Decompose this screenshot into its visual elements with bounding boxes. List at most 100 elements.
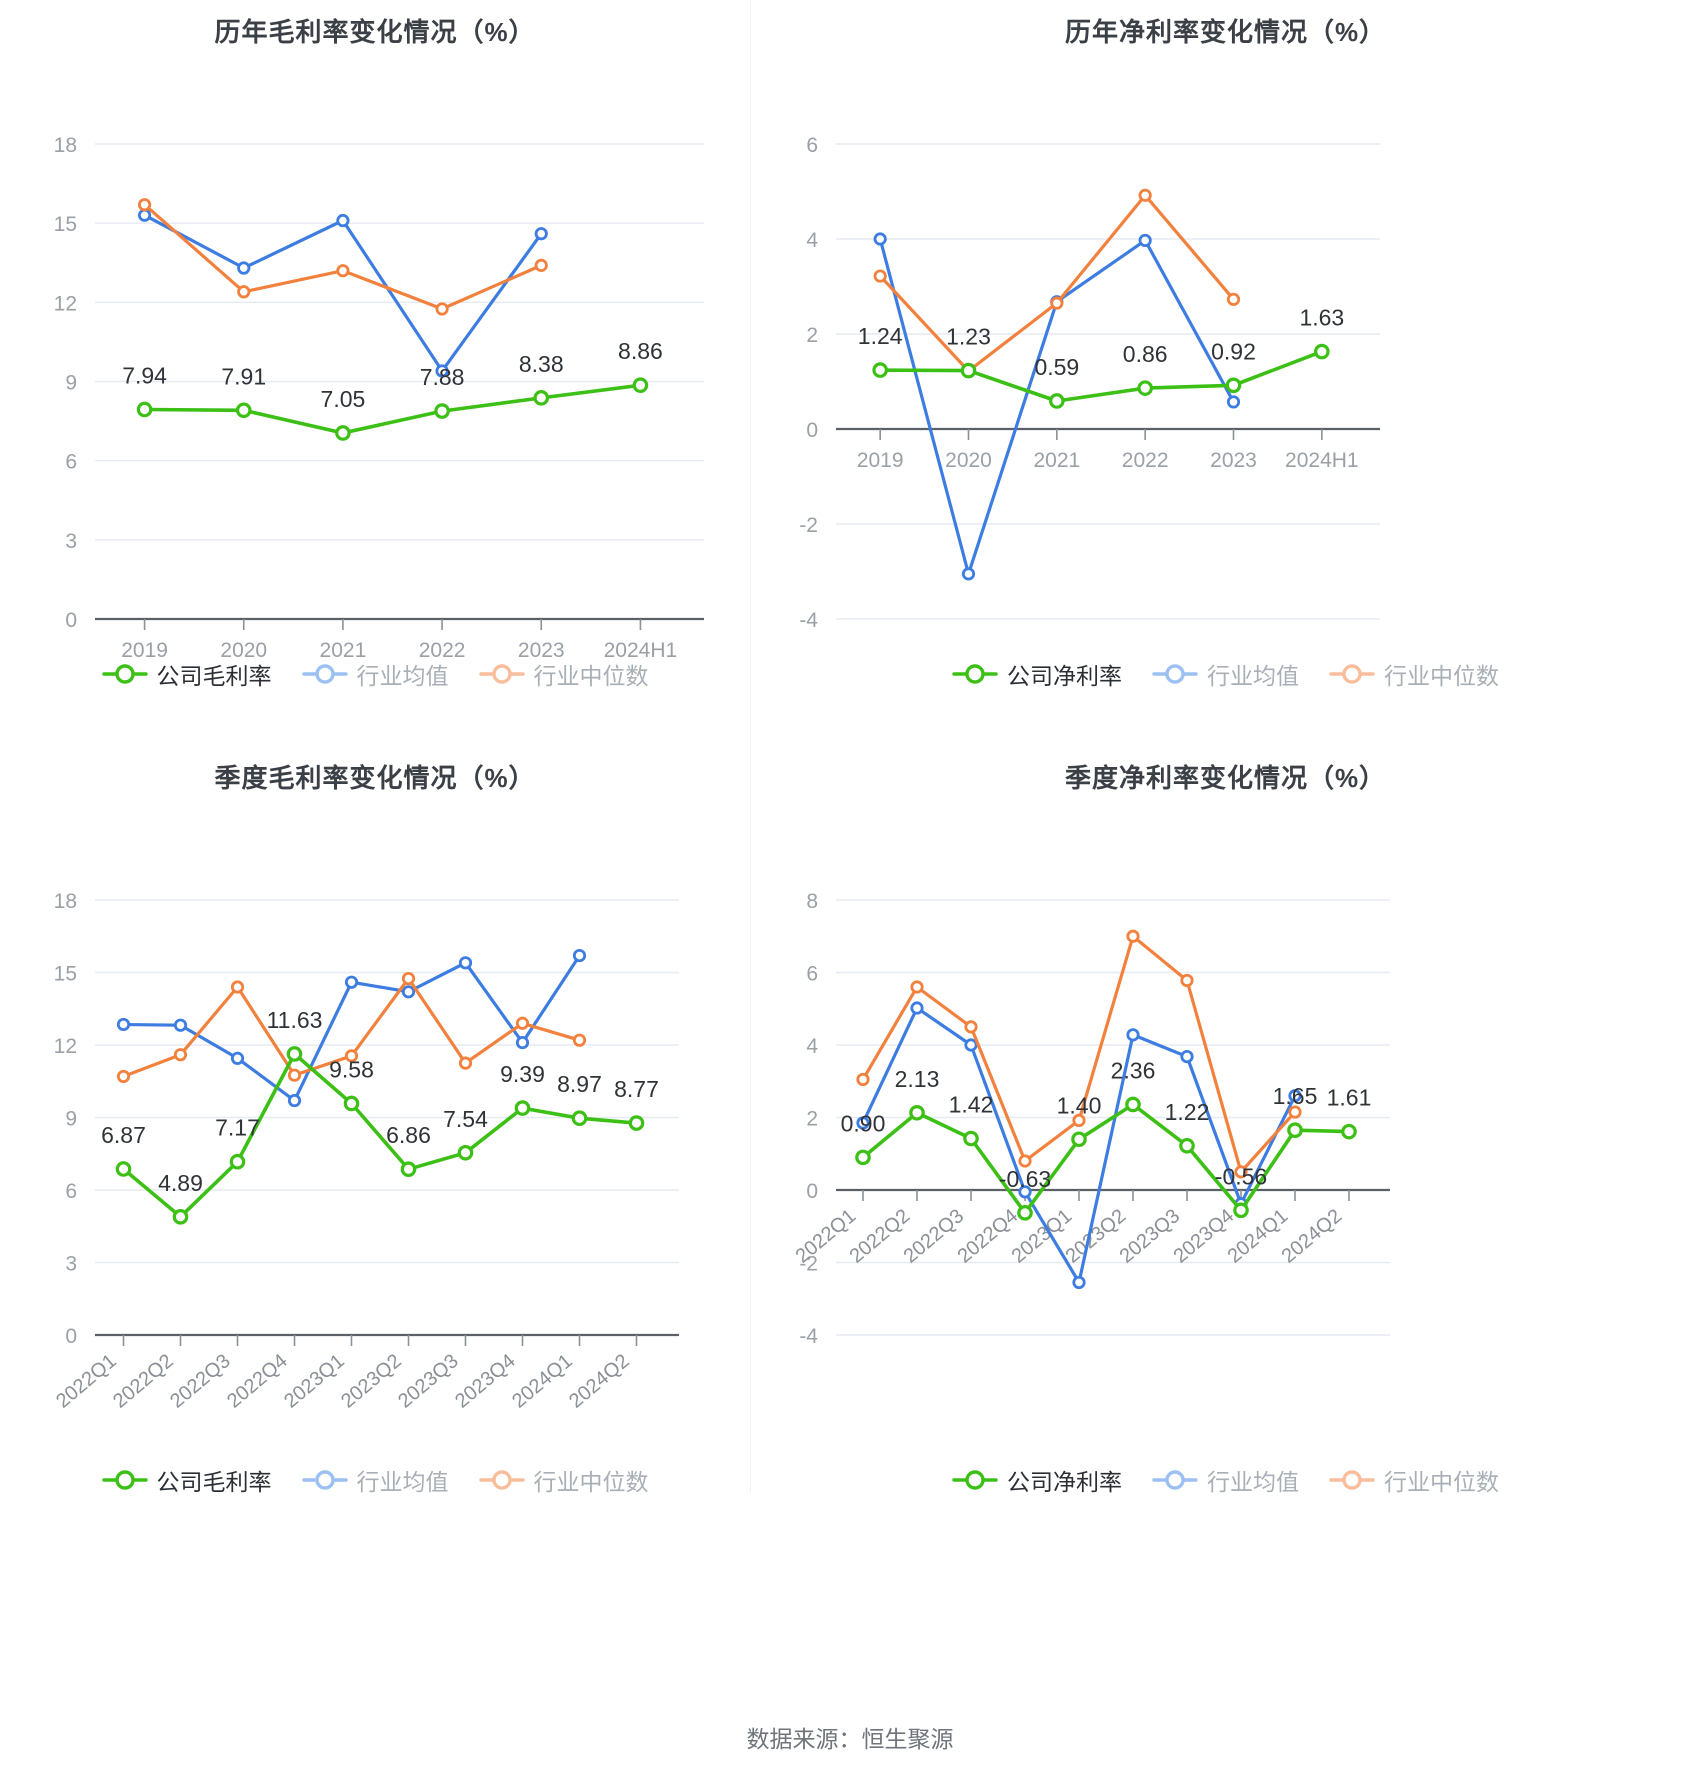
series-point-行业中位数 (458, 1056, 473, 1070)
y-axis-tick-label: -2 (799, 1253, 818, 1276)
legend-item-行业中位数[interactable]: 行业中位数 (1329, 1463, 1499, 1497)
legend-label: 公司毛利率 (156, 1469, 272, 1495)
chart-title-annual-gross-margin: 历年毛利率变化情况（%） (214, 17, 536, 47)
x-axis-tick-label: 2023Q4 (1170, 1205, 1239, 1268)
data-point-label: 8.77 (614, 1076, 659, 1102)
y-axis-tick-label: 4 (806, 1035, 818, 1058)
legend-label: 行业均值 (356, 663, 449, 689)
series-point-公司毛利率 (286, 1046, 303, 1062)
data-point-label: 4.89 (158, 1170, 203, 1196)
legend-item-公司毛利率[interactable]: 公司毛利率 (101, 1463, 272, 1497)
y-axis-tick-label: 6 (65, 1180, 77, 1203)
legend-item-行业中位数[interactable]: 行业中位数 (478, 657, 649, 691)
series-point-行业中位数 (435, 302, 449, 316)
y-axis-tick-label: 12 (54, 1035, 77, 1058)
x-axis-tick-label: 2024H1 (604, 639, 678, 662)
data-point-label: 1.23 (946, 324, 991, 350)
series-point-行业中位数 (1234, 1165, 1248, 1179)
series-point-公司净利率 (1017, 1205, 1033, 1221)
series-point-行业中位数 (964, 1020, 978, 1034)
panel-annual-gross-margin: 历年毛利率变化情况（%） 0 3 6 9 12 15 18 2019 2020 2021 2022 2… (0, 0, 750, 746)
data-point-label: 1.65 (1273, 1083, 1318, 1109)
series-point-行业均值 (344, 975, 359, 989)
legend-marker-icon (301, 1470, 348, 1490)
series-point-行业中位数 (515, 1016, 530, 1030)
data-point-label: 11.63 (267, 1007, 323, 1033)
series-point-行业均值 (961, 567, 976, 581)
series-point-行业中位数 (137, 198, 152, 212)
chart-svg-quarterly-net-margin: -4-2024682022Q12022Q22022Q32022Q42023Q12… (792, 890, 1390, 1348)
plot-annual-gross-margin: 0 3 6 9 12 15 18 2019 2020 2021 2022 2023 2024H1 7.94… (0, 49, 750, 662)
x-axis-tick-label: 2024Q2 (565, 1350, 634, 1413)
legend-item-公司净利率[interactable]: 公司净利率 (952, 657, 1122, 691)
x-axis-tick-label: 2023Q1 (280, 1350, 349, 1413)
series-point-行业均值 (336, 213, 350, 228)
series-point-公司毛利率 (533, 390, 550, 406)
data-point-label: 7.17 (215, 1115, 260, 1141)
series-point-行业均值 (572, 948, 587, 963)
series-point-行业均值 (873, 232, 887, 246)
y-axis-tick-label: 2 (806, 324, 818, 347)
x-axis-tick-label: 2023Q3 (394, 1350, 463, 1413)
series-point-公司毛利率 (235, 402, 252, 419)
series-point-行业中位数 (401, 971, 416, 986)
data-point-label: 1.61 (1327, 1085, 1372, 1111)
series-point-行业中位数 (572, 1033, 587, 1047)
legend-item-行业均值[interactable]: 行业均值 (1152, 657, 1299, 691)
legend-label: 公司毛利率 (156, 663, 272, 689)
legend-item-公司毛利率[interactable]: 公司毛利率 (101, 657, 272, 691)
data-point-label: 2.13 (895, 1066, 940, 1092)
data-point-label: 6.86 (386, 1122, 431, 1148)
data-point-label: -0.63 (999, 1166, 1051, 1192)
series-point-公司毛利率 (457, 1144, 474, 1161)
legend-item-行业中位数[interactable]: 行业中位数 (1329, 657, 1499, 691)
series-line-行业中位数 (878, 193, 1236, 373)
data-point-label: 0.59 (1034, 354, 1079, 380)
y-axis-tick-label: 3 (65, 530, 77, 553)
legend-item-行业均值[interactable]: 行业均值 (301, 1463, 449, 1497)
chart-svg-annual-gross-margin: 0 3 6 9 12 15 18 2019 2020 2021 2022 2023 2024H1 7.94… (54, 134, 704, 662)
legend-item-行业均值[interactable]: 行业均值 (1152, 1463, 1299, 1497)
y-axis-tick-label: 0 (65, 1325, 77, 1348)
series-point-行业均值 (1018, 1185, 1032, 1199)
chart-svg-quarterly-gross-margin: 0 3 6 9 12 15 18 2022Q12022Q22022Q32022Q42023Q1… (52, 890, 679, 1413)
series-point-行业中位数 (1226, 292, 1241, 306)
series-point-行业中位数 (287, 1068, 302, 1082)
series-point-公司净利率 (1179, 1137, 1195, 1154)
legend-marker-icon (301, 664, 348, 684)
series-point-行业均值 (856, 1116, 870, 1130)
series-point-公司净利率 (1287, 1122, 1303, 1138)
legend-label: 公司净利率 (1007, 663, 1122, 689)
series-point-公司净利率 (1341, 1123, 1357, 1140)
legend-marker-icon (952, 664, 998, 684)
series-point-行业均值 (1288, 1089, 1302, 1103)
series-point-行业均值 (964, 1038, 978, 1052)
legend-marker-icon (478, 1470, 525, 1490)
series-point-公司毛利率 (115, 1161, 132, 1177)
legend-item-行业中位数[interactable]: 行业中位数 (478, 1463, 649, 1497)
data-point-label: 1.24 (858, 323, 903, 349)
data-source-note: 数据来源：恒生聚源 (746, 1726, 954, 1752)
series-point-公司净利率 (1125, 1096, 1141, 1113)
legend-marker-icon (101, 664, 148, 684)
data-point-label: 1.40 (1057, 1092, 1102, 1118)
legend-item-行业均值[interactable]: 行业均值 (301, 657, 449, 691)
series-point-行业均值 (173, 1018, 188, 1032)
series-point-行业中位数 (910, 980, 924, 994)
chart-title-annual-net-margin: 历年净利率变化情况（%） (1064, 17, 1387, 47)
legend-marker-icon (1152, 664, 1198, 684)
x-axis-tick-label: 2022Q4 (223, 1350, 292, 1413)
y-axis-tick-label: 6 (65, 451, 77, 474)
y-axis-tick-label: -4 (799, 609, 818, 632)
x-axis-tick-label: 2022 (419, 639, 466, 662)
legend-quarterly-net-margin: 公司净利率 行业均值 行业中位数 (751, 1463, 1700, 1497)
legend-label: 行业均值 (1207, 663, 1299, 689)
charts-grid: 历年毛利率变化情况（%） 0 3 6 9 12 15 18 2019 2020 2021 2022 2… (0, 0, 1499, 1495)
series-point-行业均值 (116, 1017, 131, 1032)
x-axis-tick-label: 2023Q4 (451, 1350, 520, 1413)
series-point-行业均值 (137, 208, 152, 222)
series-point-公司毛利率 (400, 1161, 417, 1178)
legend-item-公司净利率[interactable]: 公司净利率 (952, 1463, 1122, 1497)
data-point-label: 2.36 (1111, 1057, 1156, 1083)
